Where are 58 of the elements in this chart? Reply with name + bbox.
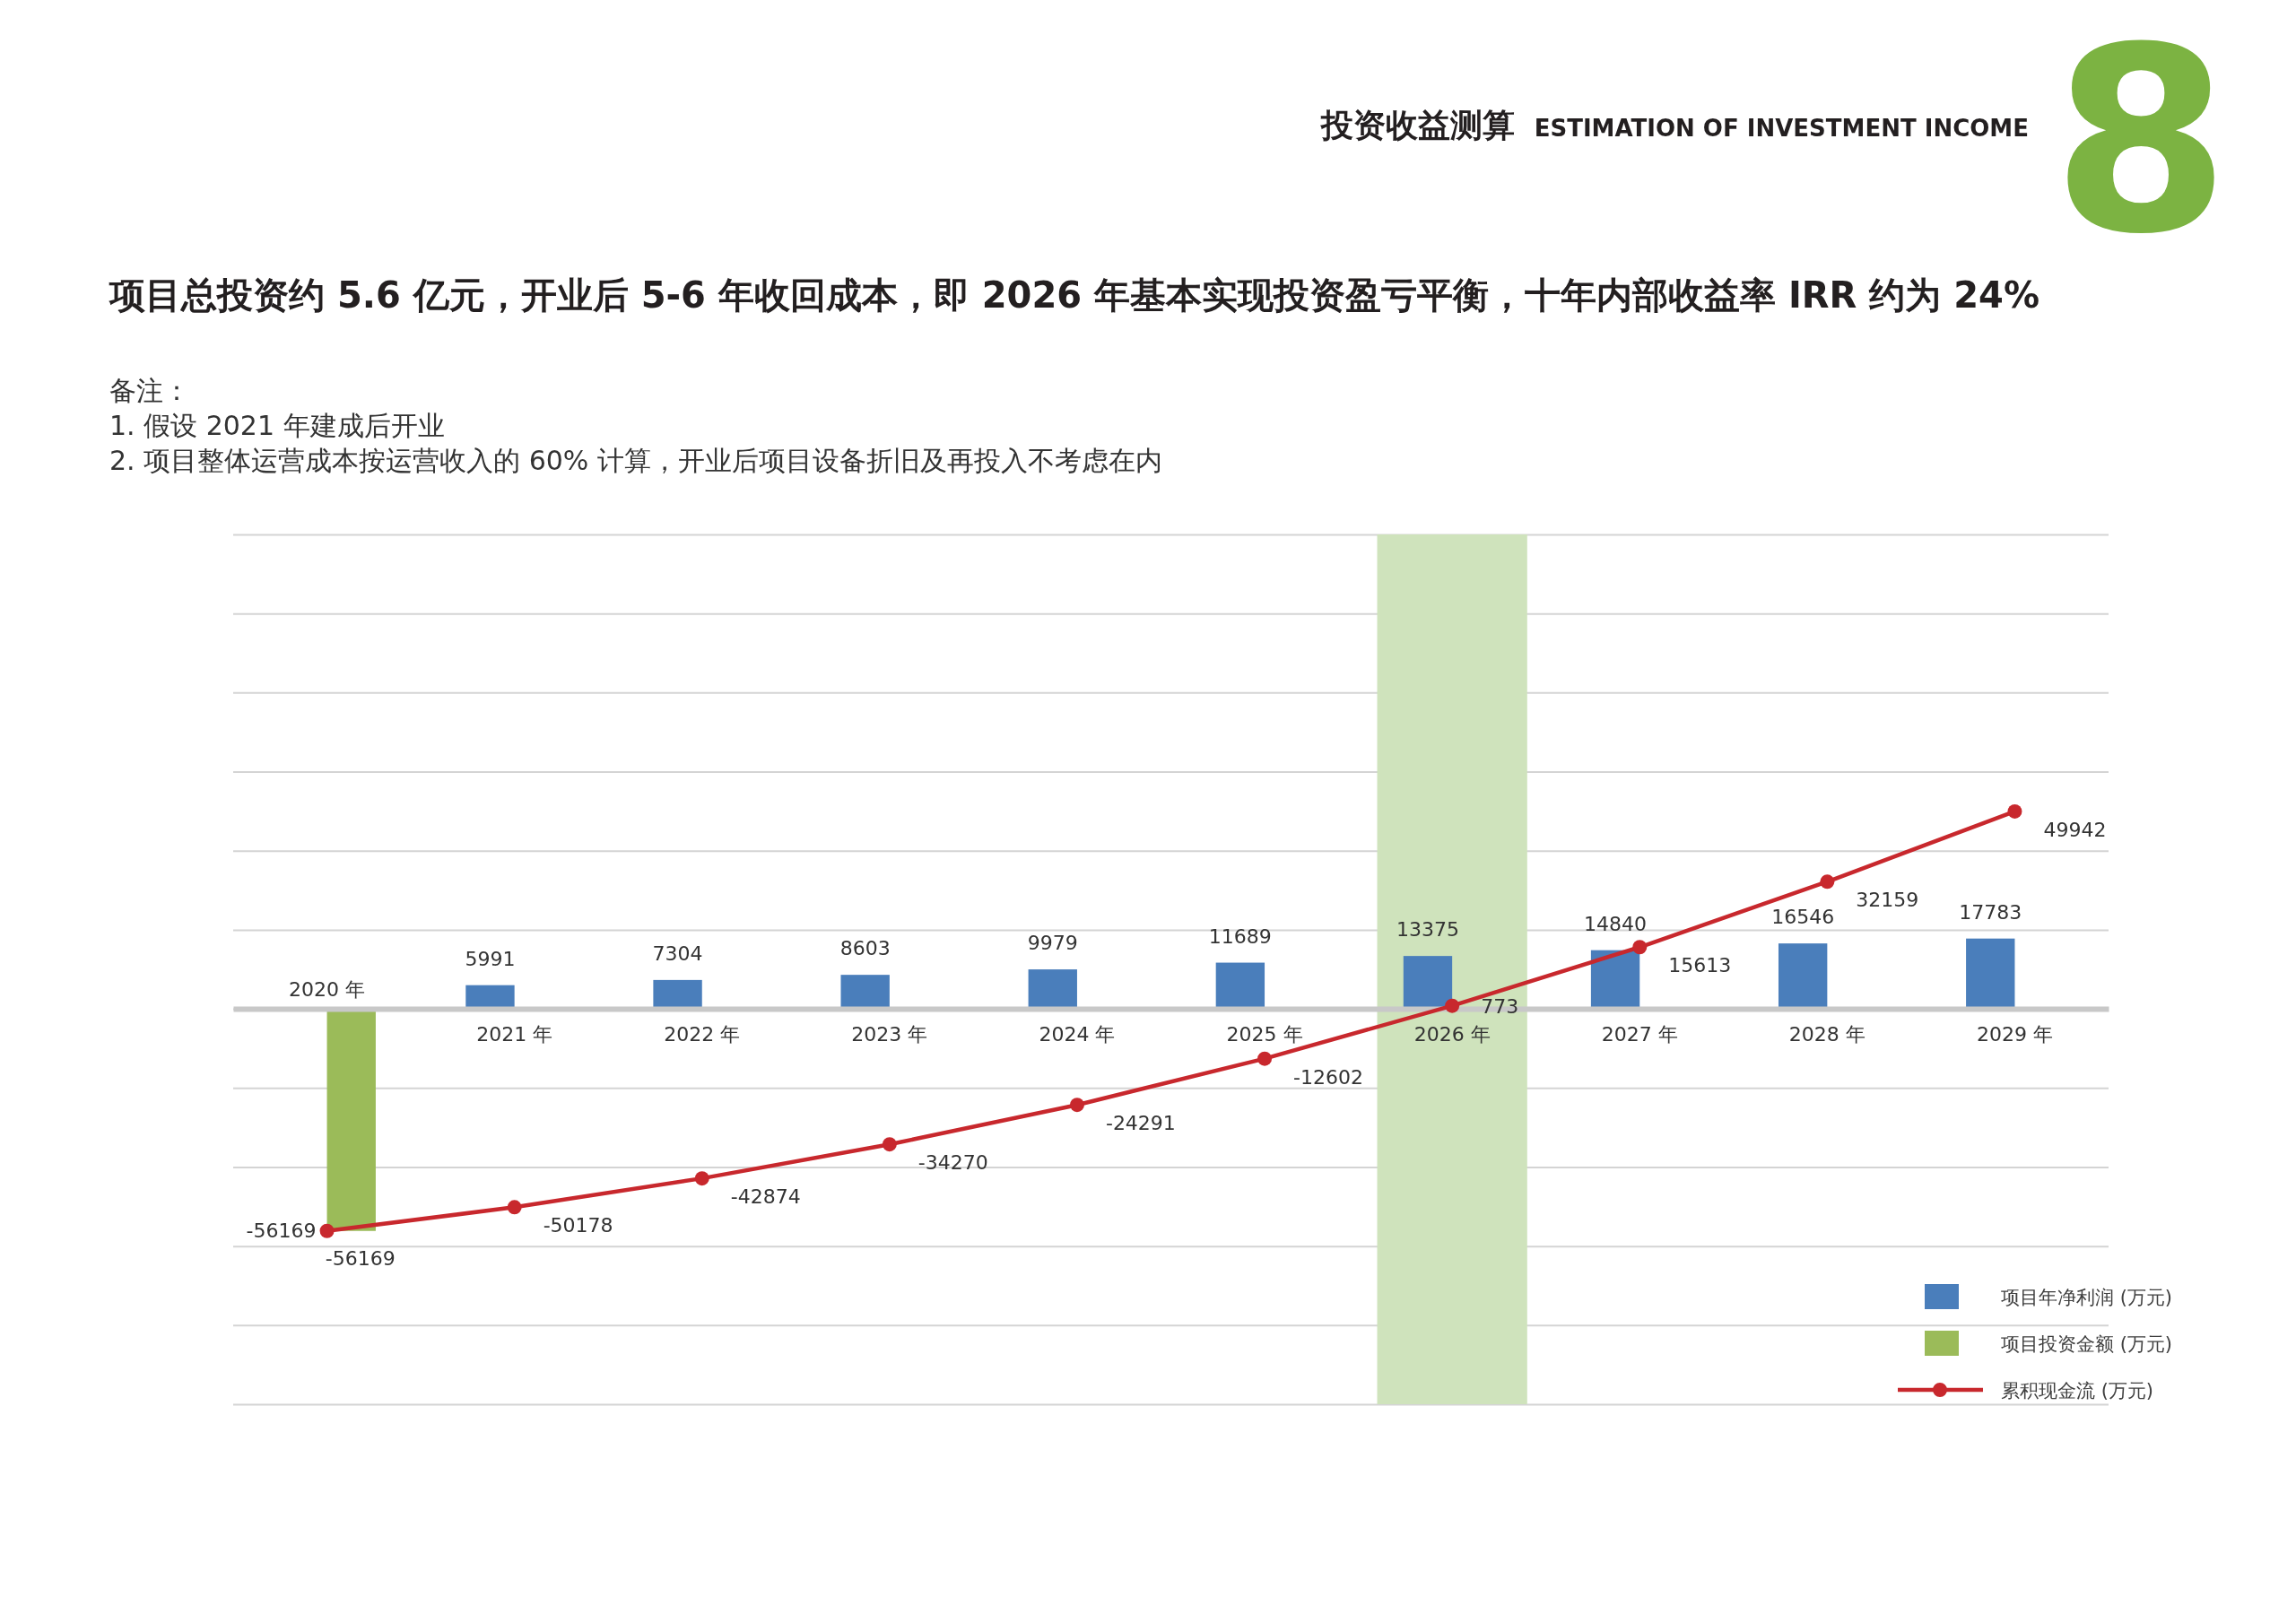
point (319, 1223, 335, 1238)
data-label: 773 (1481, 994, 1519, 1018)
data-label: 49942 (2043, 818, 2107, 841)
x-tick-label: 2020 年 (289, 978, 366, 1002)
data-label: -42874 (730, 1185, 801, 1209)
x-tick-label: 2026 年 (1413, 1023, 1491, 1046)
x-tick-label: 2025 年 (1226, 1023, 1303, 1046)
chart-subtitle: 项目总投资约 5.6 亿元，开业后 5-6 年收回成本，即 2026 年基本实现投资盈亏平衡，十年内部收益率 IRR 约为 24% (109, 274, 2040, 316)
data-label: 15613 (1668, 954, 1732, 977)
data-label: 5991 (465, 947, 516, 970)
data-label: 8603 (839, 937, 891, 960)
x-tick-label: 2028 年 (1788, 1023, 1866, 1046)
data-label: -24291 (1105, 1112, 1176, 1135)
bar (840, 975, 890, 1010)
legend-label: 累积现金流 (万元) (2001, 1380, 2154, 1402)
point (507, 1200, 522, 1215)
bar (1028, 969, 1077, 1010)
x-tick-label: 2027 年 (1601, 1023, 1678, 1046)
data-label: 13375 (1396, 918, 1459, 942)
bar (1778, 943, 1828, 1010)
point (1632, 940, 1648, 955)
text: 8 (2052, 0, 2231, 290)
point (1257, 1051, 1273, 1066)
data-label: -56169 (246, 1219, 317, 1242)
data-label: 9979 (1027, 932, 1078, 955)
x-tick-label: 2022 年 (664, 1023, 741, 1046)
point (1069, 1098, 1084, 1113)
chart-title: 投资收益测算 ESTIMATION OF INVESTMENT INCOME (1318, 107, 2029, 143)
bar (465, 985, 515, 1010)
bar (1215, 962, 1265, 1010)
data-label: 17783 (1959, 900, 2022, 924)
data-label: 16546 (1771, 906, 1835, 929)
data-label: -50178 (543, 1214, 613, 1237)
data-label: 32159 (1856, 889, 1919, 912)
point (2007, 803, 2022, 819)
data-label: -34270 (918, 1151, 988, 1175)
text: 1. 假设 2021 年建成后开业 (109, 410, 445, 441)
point (1445, 998, 1460, 1013)
data-label: -12602 (1293, 1065, 1363, 1089)
bar (653, 979, 702, 1010)
text: 备注： (109, 375, 190, 406)
point (694, 1171, 709, 1186)
x-tick-label: 2021 年 (476, 1023, 553, 1046)
data-label: -56169 (325, 1246, 396, 1270)
bar (1403, 956, 1453, 1010)
data-label: 7304 (652, 942, 703, 965)
data-label: 14840 (1584, 912, 1648, 935)
text: 2. 项目整体运营成本按运营收入的 60% 计算，开业后项目设备折旧及再投入不考虑在内 (109, 445, 1162, 476)
point (882, 1137, 897, 1152)
data-label: 11689 (1208, 924, 1272, 948)
legend-label: 项目投资金额 (万元) (2001, 1333, 2173, 1355)
legend-label: 项目年净利润 (万元) (2001, 1287, 2173, 1308)
bar (1590, 950, 1640, 1010)
x-tick-label: 2023 年 (851, 1023, 928, 1046)
x-tick-label: 2029 年 (1976, 1023, 2053, 1046)
bar (1966, 938, 2015, 1010)
point (1820, 874, 1835, 890)
x-tick-label: 2024 年 (1039, 1023, 1116, 1046)
